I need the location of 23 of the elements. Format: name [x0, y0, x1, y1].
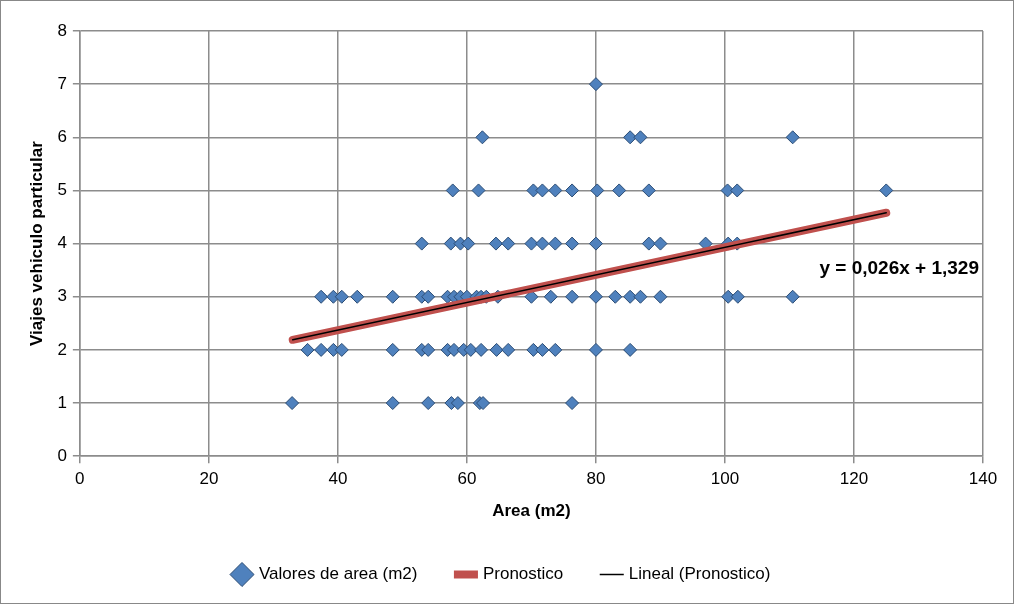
y-tick-label: 1 [57, 392, 67, 412]
y-axis-title: Viajes vehiculo particular [26, 140, 46, 346]
y-tick-label: 3 [57, 286, 67, 306]
y-tick-label: 7 [57, 73, 67, 93]
x-tick-label: 80 [586, 469, 606, 489]
annotation: y = 0,026x + 1,329 [819, 257, 979, 279]
x-tick-label: 0 [75, 469, 85, 489]
y-tick-label: 2 [57, 339, 67, 359]
x-tick-label: 60 [457, 469, 477, 489]
y-tick-label: 8 [57, 20, 67, 40]
legend-label: Valores de area (m2) [259, 564, 418, 584]
legend-label: Lineal (Pronostico) [628, 564, 771, 584]
legend-label: Pronostico [482, 564, 564, 584]
x-axis-title: Area (m2) [492, 501, 571, 521]
x-tick-label: 20 [199, 469, 219, 489]
y-tick-label: 6 [57, 126, 67, 146]
y-tick-label: 5 [57, 180, 67, 200]
x-tick-label: 100 [710, 469, 740, 489]
x-tick-label: 120 [839, 469, 869, 489]
y-tick-label: 4 [57, 233, 67, 253]
y-tick-label: 0 [57, 445, 67, 465]
x-tick-label: 40 [328, 469, 348, 489]
x-tick-label: 140 [968, 469, 998, 489]
